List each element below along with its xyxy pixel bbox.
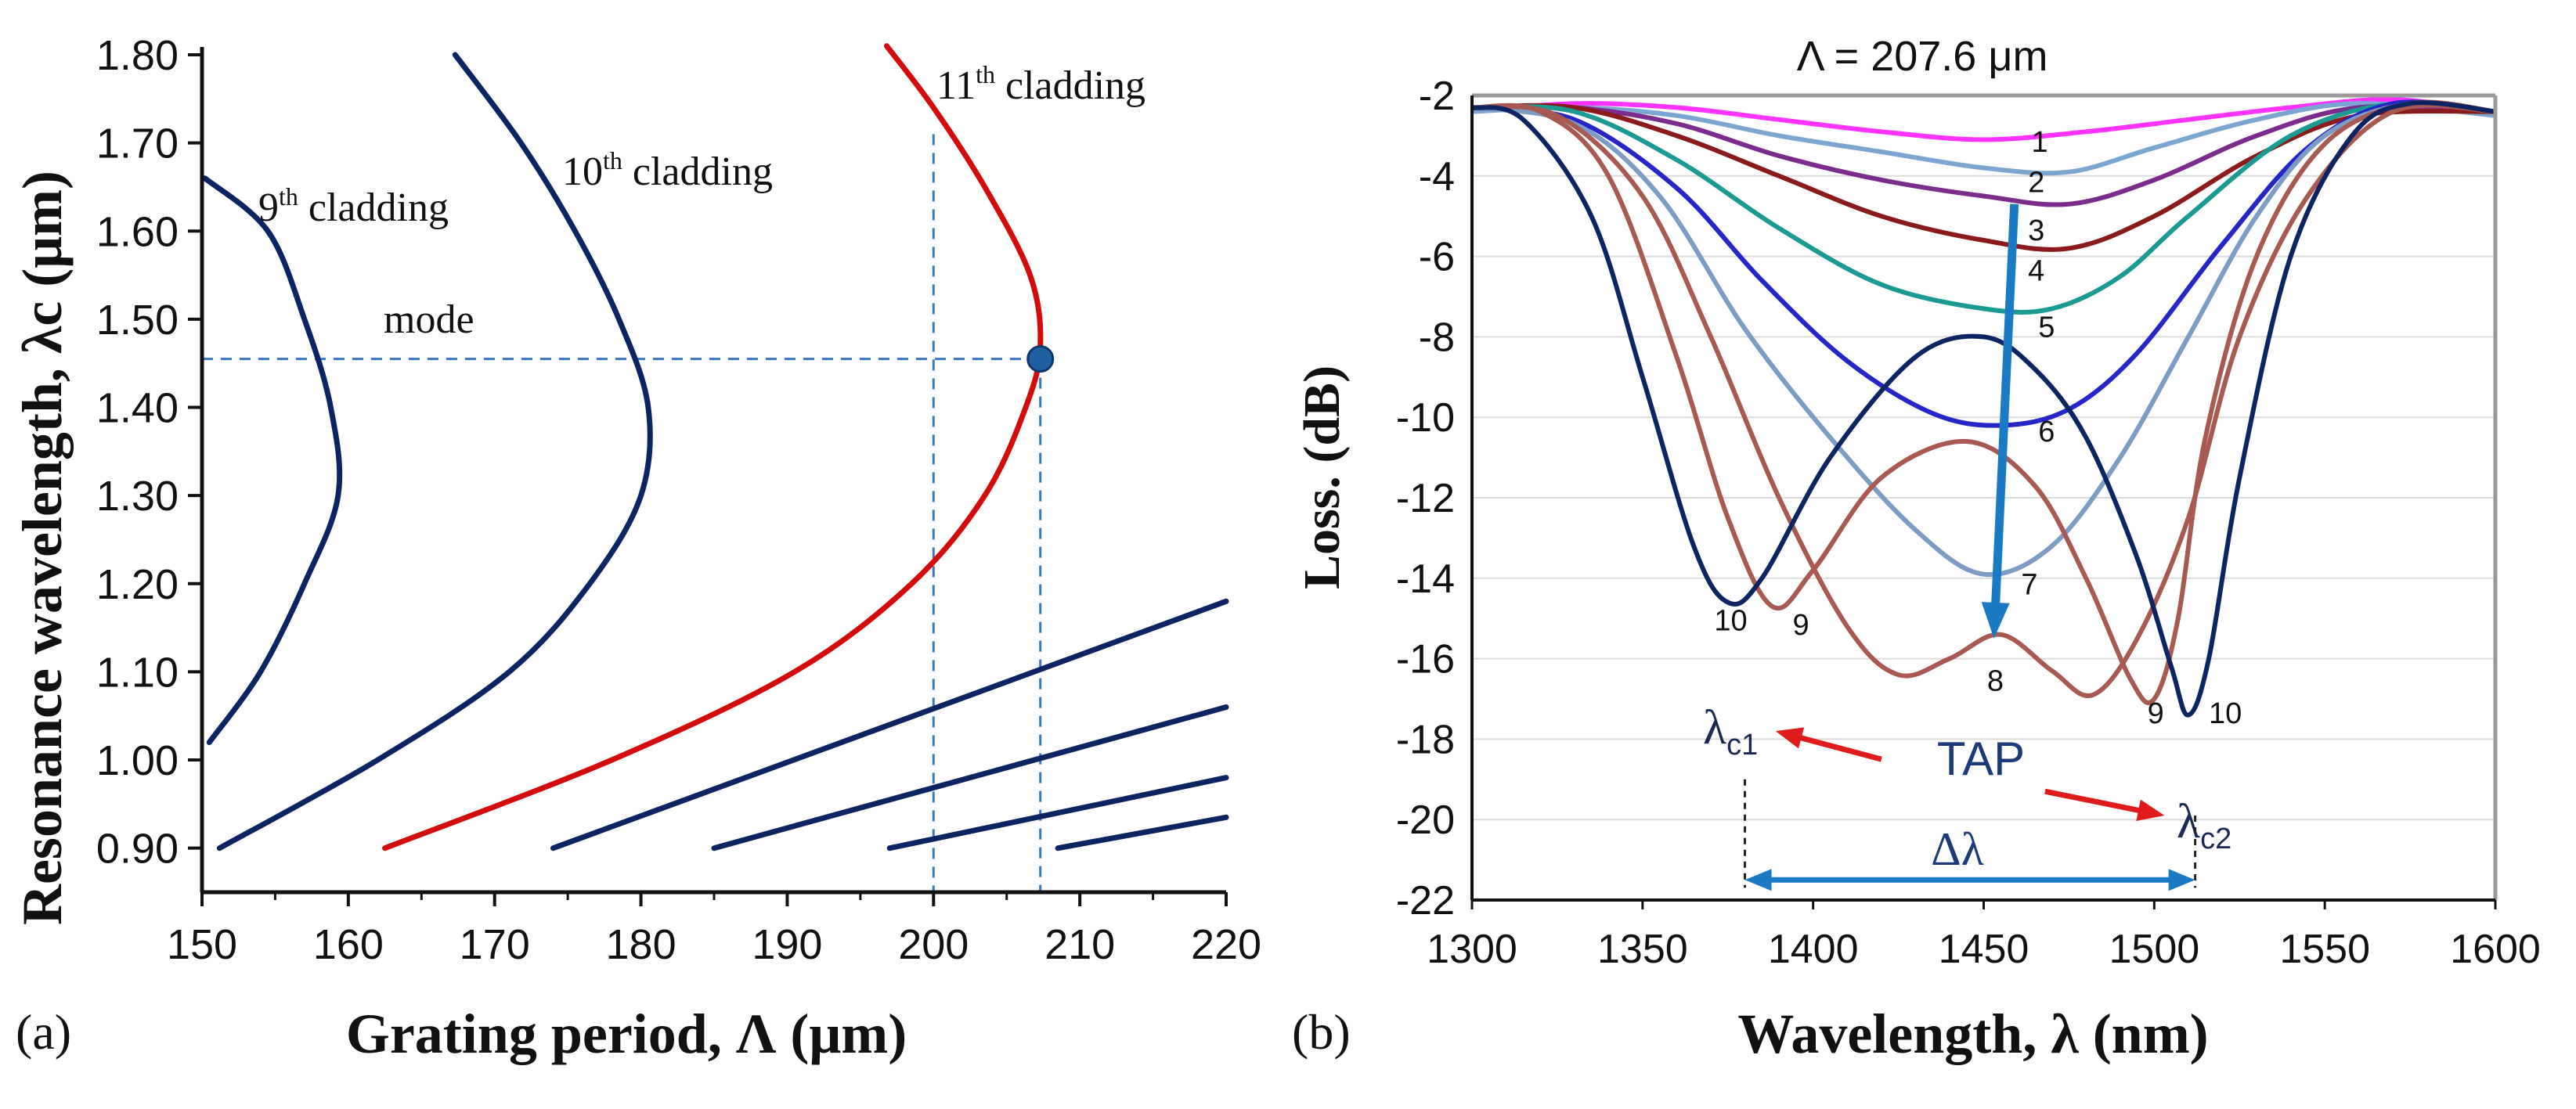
y-tick-label-b: -2 [1419, 74, 1455, 119]
y-tick-label-b: -8 [1419, 315, 1455, 360]
lambda-c1-label: λc1 [1703, 701, 1758, 762]
tap-arrow-right [2044, 788, 2144, 814]
chart-title-b: Λ = 207.6 μm [1797, 33, 2048, 80]
curve-number-label: 2 [2028, 166, 2044, 199]
y-tick-label-a: 1.00 [96, 737, 179, 784]
mode-curve [886, 775, 1229, 852]
bandwidth-arrow-head-right [2168, 869, 2195, 891]
x-tick-label-b: 1500 [2109, 927, 2199, 972]
y-tick-label-b: -6 [1419, 235, 1455, 280]
y-tick-label-b: -10 [1396, 395, 1455, 441]
curve-number-label: 6 [2038, 416, 2055, 448]
loss-spectrum-curve [1471, 100, 2496, 315]
annotation-11th: 11th cladding [936, 60, 1145, 108]
x-tick-label-a: 160 [313, 921, 384, 968]
y-tick-label-a: 1.80 [96, 32, 179, 79]
curve-number-label: 7 [2021, 568, 2037, 601]
resonance-point-marker [1026, 345, 1055, 373]
curve-number-label: 10 [1714, 605, 1747, 638]
tap-label: TAP [1937, 733, 2025, 785]
loss-spectrum-curve [1471, 100, 2496, 578]
y-tick-label-b: -22 [1396, 878, 1455, 924]
mode-curve [1055, 814, 1229, 852]
y-tick-label-a: 1.20 [96, 561, 179, 608]
tap-arrow-left [1795, 733, 1882, 762]
tap-arrow-right-head [2136, 799, 2165, 822]
annotation-mode: mode [384, 297, 474, 342]
tap-arrow-left-head [1775, 727, 1805, 749]
loss-spectrum-curve [1471, 103, 2496, 207]
trend-arrow [1990, 203, 2019, 608]
curve-number-label: 10 [2209, 697, 2242, 730]
loss-spectrum-curve [1471, 101, 2496, 176]
y-tick-label-b: -16 [1396, 637, 1455, 682]
annotation-10th: 10th cladding [562, 146, 773, 194]
curve-number-label: 9 [1793, 609, 1809, 642]
x-tick-label-a: 210 [1044, 921, 1115, 968]
x-tick-label-b: 1450 [1939, 927, 2029, 972]
y-tick-label-a: 1.60 [96, 208, 179, 255]
delta-lambda-label: Δλ [1931, 823, 1984, 875]
x-tick-label-a: 220 [1191, 921, 1261, 968]
annotation-9th: 9th cladding [258, 182, 449, 230]
x-tick-label-b: 1600 [2450, 927, 2541, 972]
y-tick-label-a: 1.50 [96, 297, 179, 344]
y-tick-label-a: 1.30 [96, 473, 179, 520]
y-tick-label-b: -18 [1396, 717, 1455, 762]
x-tick-label-b: 1400 [1768, 927, 1859, 972]
x-tick-label-b: 1550 [2279, 927, 2370, 972]
panel-b: 1300 1350 1400 1450 1500 1550 1600 -2 -4 -6 -8 -10 -… [1292, 33, 2541, 1065]
panel-label-a: (a) [16, 1004, 71, 1060]
mode-curve [711, 704, 1229, 852]
x-tick-label-a: 170 [460, 921, 530, 968]
panel-a: 150 160 170 180 190 200 210 220 0.90 1.00 1.10 1.20… [11, 32, 1261, 1065]
y-axis-label-b: Loss. (dB) [1293, 365, 1351, 589]
x-axis-label-b: Wavelength, λ (nm) [1737, 1003, 2208, 1065]
curve-number-label: 4 [2028, 254, 2044, 287]
mode-curve [550, 598, 1229, 852]
y-axis-label-a: Resonance wavelength, λc (μm) [11, 171, 74, 925]
curve-number-label: 3 [2028, 214, 2044, 247]
mode-curve [382, 43, 1044, 852]
y-tick-label-a: 1.40 [96, 385, 179, 432]
y-tick-label-a: 1.10 [96, 649, 179, 696]
lambda-c2-label: λc2 [2177, 795, 2231, 855]
x-tick-label-a: 150 [167, 921, 237, 968]
y-tick-label-a: 0.90 [96, 826, 179, 873]
y-tick-label-a: 1.70 [96, 121, 179, 167]
y-tick-label-b: -4 [1419, 154, 1455, 200]
curve-number-label: 1 [2031, 126, 2047, 159]
x-tick-label-b: 1350 [1597, 927, 1688, 972]
loss-spectrum-curve [1471, 103, 2496, 252]
y-tick-label-b: -12 [1396, 476, 1455, 521]
x-tick-label-b: 1300 [1427, 927, 1517, 972]
x-tick-label-a: 190 [752, 921, 822, 968]
loss-spectrum-curve [1471, 100, 2496, 718]
y-tick-label-b: -14 [1396, 556, 1455, 602]
trend-arrow-head [1981, 602, 2010, 639]
y-tick-label-b: -20 [1396, 798, 1455, 843]
mode-curve [202, 175, 343, 745]
curve-number-label: 5 [2038, 311, 2055, 344]
panel-label-b: (b) [1292, 1004, 1351, 1060]
loss-spectrum-curve [1471, 99, 2496, 705]
mode-curve [216, 52, 653, 852]
curve-number-label: 9 [2148, 697, 2164, 730]
x-axis-label-a: Grating period, Λ (μm) [346, 1003, 907, 1065]
loss-spectrum-curve [1471, 103, 2496, 699]
x-tick-label-a: 180 [606, 921, 676, 968]
bandwidth-arrow-head-left [1744, 869, 1772, 891]
curve-number-label: 8 [1987, 665, 2004, 698]
x-tick-label-a: 200 [898, 921, 969, 968]
